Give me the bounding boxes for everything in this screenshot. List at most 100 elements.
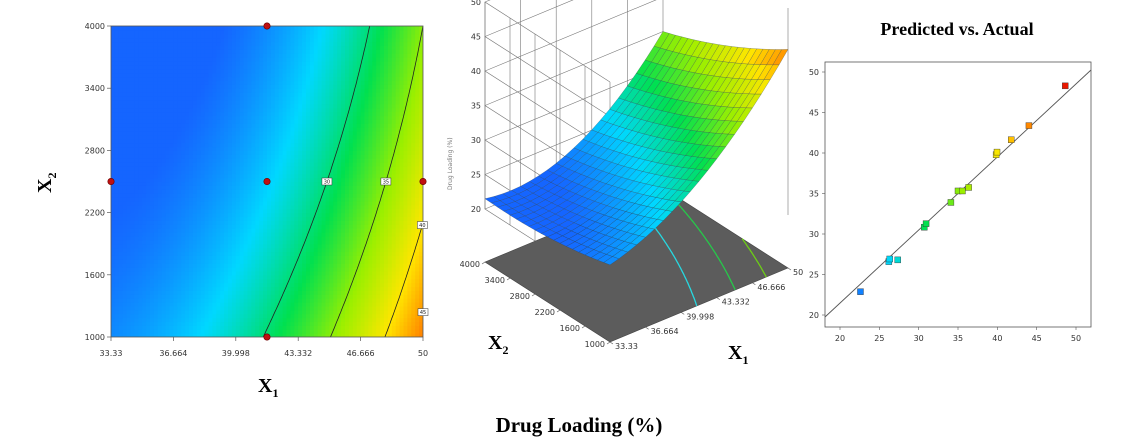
contour-cell: [122, 232, 128, 237]
contour-cell: [220, 255, 225, 260]
contour-cell: [196, 193, 202, 198]
contour-cell: [208, 80, 213, 85]
contour-cell: [231, 212, 237, 218]
contour-cell: [317, 64, 323, 70]
contour-cell: [224, 111, 229, 117]
contour-cell: [298, 298, 303, 303]
contour-cell: [302, 193, 307, 198]
contour-cell: [243, 92, 249, 97]
contour-cell: [290, 111, 295, 117]
contour-cell: [239, 216, 245, 221]
contour-cell: [290, 64, 295, 70]
contour-cell: [309, 60, 315, 66]
contour-cell: [177, 111, 182, 117]
contour-cell: [243, 247, 249, 253]
contour-cell: [130, 239, 135, 245]
contour-cell: [333, 333, 338, 337]
contour-cell: [306, 92, 311, 97]
contour-cell: [278, 204, 284, 210]
contour-cell: [321, 286, 327, 291]
contour-cell: [146, 142, 151, 148]
contour-cell: [177, 92, 182, 97]
contour-cell: [317, 251, 323, 256]
contour-cell: [161, 197, 167, 202]
contour-cell: [317, 130, 323, 136]
contour-cell: [294, 247, 299, 253]
contour-cell: [153, 228, 159, 233]
contour-cell: [321, 224, 327, 229]
contour-cell: [329, 274, 334, 280]
contour-cell: [161, 290, 167, 295]
contour-cell: [251, 224, 256, 229]
contour-cell: [286, 158, 291, 163]
contour-cell: [259, 169, 264, 175]
contour-cell: [204, 235, 210, 241]
contour-cell: [267, 146, 272, 151]
contour-cell: [348, 142, 354, 148]
contour-cell: [286, 88, 291, 93]
contour-cell: [282, 286, 288, 291]
contour-cell: [345, 138, 350, 144]
contour-cell: [309, 216, 315, 221]
contour-cell: [126, 232, 132, 237]
contour-cell: [267, 309, 272, 315]
contour-cell: [251, 127, 256, 132]
contour-cell: [181, 317, 186, 323]
contour-cell: [111, 134, 116, 140]
contour-cell: [111, 123, 116, 128]
contour-cell: [333, 290, 338, 295]
contour-cell: [150, 313, 155, 319]
contour-cell: [208, 239, 213, 245]
contour-cell: [259, 84, 264, 89]
contour-cell: [302, 107, 307, 113]
contour-cell: [134, 80, 139, 85]
contour-cell: [181, 130, 186, 136]
contour-cell: [192, 45, 198, 50]
contour-cell: [157, 154, 163, 159]
contour-cell: [352, 239, 358, 245]
contour-cell: [216, 49, 221, 54]
contour-cell: [228, 298, 233, 303]
contour-cell: [321, 154, 327, 159]
contour-cell: [278, 88, 284, 93]
contour-cell: [153, 255, 159, 260]
contour-cell: [169, 282, 174, 288]
contour-cell: [325, 298, 330, 303]
contour-cell: [142, 200, 147, 206]
contour-cell: [325, 239, 330, 245]
contour-cell: [352, 247, 358, 253]
contour-cell: [325, 204, 330, 210]
contour-cell: [122, 88, 128, 93]
contour-cell: [216, 103, 221, 109]
contour-cell: [138, 255, 143, 260]
contour-cell: [231, 95, 237, 101]
contour-cell: [169, 212, 174, 218]
contour-cell: [270, 49, 276, 54]
contour-cell: [274, 313, 280, 319]
contour-cell: [352, 282, 358, 288]
contour-cell: [243, 138, 249, 144]
contour-cell: [150, 255, 155, 260]
contour-cell: [212, 286, 217, 291]
contour-cell: [173, 270, 178, 276]
contour-cell: [130, 53, 135, 58]
contour-cell: [294, 68, 299, 74]
contour-cell: [157, 278, 163, 284]
contour-cell: [282, 60, 288, 66]
contour-cell: [146, 309, 151, 315]
contour-cell: [126, 235, 132, 241]
contour-cell: [165, 325, 171, 330]
contour-cell: [321, 49, 327, 54]
contour-cell: [224, 255, 229, 260]
contour-cell: [348, 173, 354, 179]
contour-cell: [278, 224, 284, 229]
contour-cell: [282, 220, 288, 225]
contour-cell: [189, 309, 194, 315]
contour-cell: [313, 200, 319, 206]
contour-cell: [306, 216, 311, 221]
contour-cell: [228, 123, 233, 128]
contour-cell: [200, 259, 206, 264]
contour-cell: [153, 142, 159, 148]
contour-cell: [169, 235, 174, 241]
contour-cell: [134, 177, 139, 183]
